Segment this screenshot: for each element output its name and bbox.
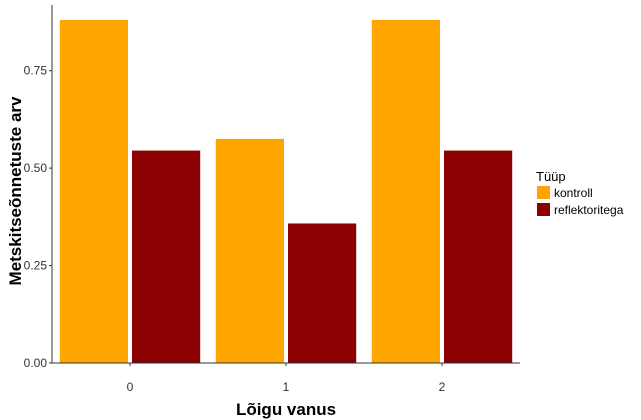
bar-kontroll-1 bbox=[215, 138, 284, 363]
y-tick-label: 0.00 bbox=[24, 356, 48, 370]
y-tick-label: 0.50 bbox=[24, 161, 48, 175]
bar-kontroll-2 bbox=[371, 20, 440, 363]
bars-layer bbox=[59, 20, 513, 363]
y-axis-title: Metskitseõnnetuste arv bbox=[6, 96, 25, 285]
legend-swatch-reflektoritega bbox=[537, 203, 550, 216]
legend-items: kontroll reflektoritega bbox=[537, 186, 624, 217]
legend-swatch-kontroll bbox=[537, 186, 550, 199]
legend: Tüüp kontroll reflektoritega bbox=[536, 169, 624, 217]
bar-reflektoritega-0 bbox=[132, 150, 201, 363]
x-tick-label: 0 bbox=[127, 380, 134, 394]
legend-label-kontroll: kontroll bbox=[554, 186, 593, 200]
bar-kontroll-0 bbox=[59, 20, 128, 363]
bar-reflektoritega-2 bbox=[444, 150, 513, 363]
y-tick-label: 0.25 bbox=[24, 259, 48, 273]
bar-reflektoritega-1 bbox=[288, 223, 357, 363]
legend-label-reflektoritega: reflektoritega bbox=[554, 203, 624, 217]
x-tick-label: 2 bbox=[439, 380, 446, 394]
legend-title: Tüüp bbox=[536, 169, 566, 184]
x-axis-title: Lõigu vanus bbox=[236, 400, 336, 419]
y-axis: 0.00 0.25 0.50 0.75 bbox=[24, 5, 53, 370]
x-tick-label: 1 bbox=[283, 380, 290, 394]
x-axis: 0 1 2 bbox=[52, 362, 520, 394]
y-tick-label: 0.75 bbox=[24, 64, 48, 78]
